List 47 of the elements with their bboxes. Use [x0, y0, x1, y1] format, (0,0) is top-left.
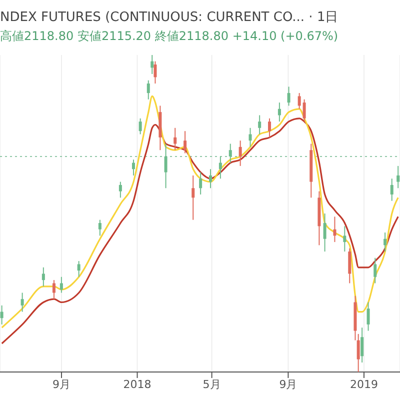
x-tick-label: 5月	[202, 378, 221, 391]
candlestick	[390, 178, 394, 202]
x-tick-label: 9月	[52, 378, 70, 391]
candlestick	[360, 327, 364, 363]
candlestick	[374, 257, 377, 284]
chart-title: NDEX FUTURES (CONTINUOUS: CURRENT CO... · 1日	[0, 9, 338, 26]
candlestick	[218, 156, 222, 180]
candlestick	[209, 168, 212, 189]
candlestick	[238, 140, 242, 166]
chart-subtitle: 高値2118.80 安値2115.20 終値2118.80 +14.10 (+0.67%)	[0, 28, 338, 45]
candlestick	[20, 292, 24, 312]
candlestick	[150, 55, 154, 75]
candlestick	[42, 266, 45, 287]
candlestick	[77, 260, 80, 278]
candlestick	[174, 127, 177, 151]
candlestick	[118, 181, 122, 198]
x-tick-label: 2018	[123, 378, 152, 391]
candlestick	[343, 226, 346, 252]
candlestick	[348, 248, 352, 284]
candlestick	[287, 86, 290, 106]
candlestick	[248, 127, 252, 148]
candlestick	[298, 92, 301, 110]
candlestick	[323, 213, 326, 252]
candlestick	[98, 219, 102, 236]
candlestick	[366, 302, 370, 332]
candlestick	[132, 159, 135, 176]
candlestick	[278, 102, 281, 122]
candlestick	[138, 118, 142, 135]
candlestick	[384, 232, 387, 252]
candlestick	[333, 216, 336, 243]
candlestick	[60, 276, 63, 294]
candlestick	[52, 280, 56, 300]
candlestick	[192, 174, 195, 220]
x-tick-label: 2019	[350, 378, 378, 391]
candlestick	[396, 165, 400, 189]
candlestick	[164, 143, 168, 189]
candlestick	[302, 98, 306, 122]
candlestick	[184, 130, 187, 154]
x-tick-label: 9月	[279, 378, 298, 391]
candlestick	[228, 143, 232, 164]
candlestick	[356, 333, 360, 372]
candlestick	[0, 304, 4, 325]
candlestick	[268, 118, 272, 138]
candlestick	[154, 60, 157, 84]
candlestick	[199, 172, 202, 195]
candlestick	[146, 80, 150, 100]
candlestick	[258, 114, 262, 135]
